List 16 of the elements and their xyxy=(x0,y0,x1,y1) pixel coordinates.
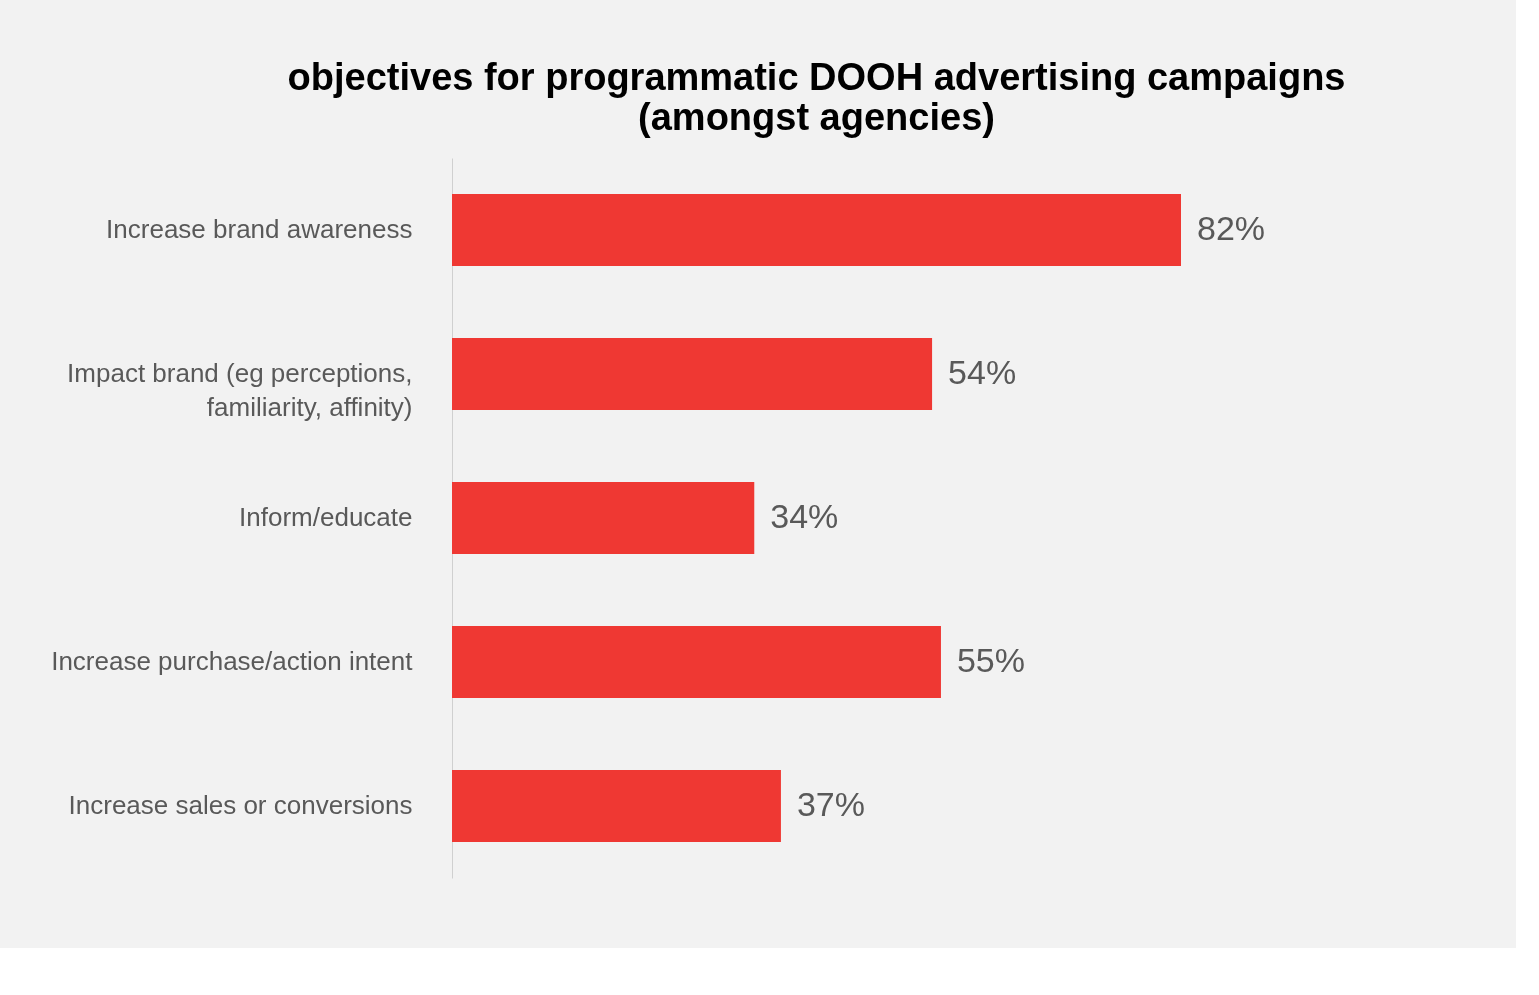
y-tick-label: Increase sales or conversions xyxy=(68,790,413,820)
y-tick-label: Inform/educate xyxy=(239,502,413,532)
y-tick-label: Impact brand (eg perceptions, familiarity, affinity) xyxy=(67,358,413,422)
data-label: 37% xyxy=(796,785,865,823)
bar xyxy=(452,626,941,698)
data-label: 34% xyxy=(770,497,839,535)
data-label: 82% xyxy=(1197,209,1266,247)
y-tick-label: Increase brand awareness xyxy=(106,214,413,244)
data-label: 54% xyxy=(948,353,1017,391)
bar xyxy=(452,338,933,410)
data-label: 55% xyxy=(956,641,1026,679)
y-tick-label: Increase purchase/action intent xyxy=(51,646,414,676)
bar xyxy=(452,482,755,554)
bar xyxy=(452,194,1181,266)
bar xyxy=(452,770,781,842)
chart-title: objectives for programmatic DOOH advertising campaigns (amongst agencies) xyxy=(287,56,1346,138)
